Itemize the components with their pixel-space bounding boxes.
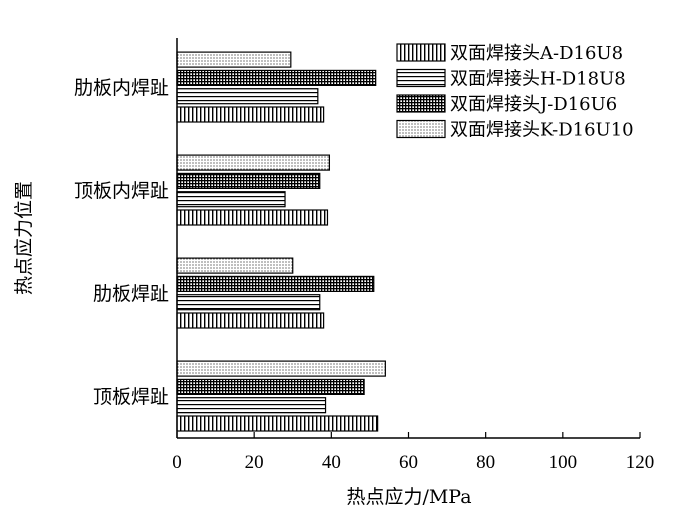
legend-label-2: 双面焊接头J-D16U6 — [450, 94, 617, 115]
bar-0-1 — [176, 312, 325, 329]
x-tick-label-2: 40 — [322, 452, 341, 473]
bars-group — [176, 51, 386, 432]
bar-2-3 — [176, 69, 377, 87]
bar-3-3 — [176, 51, 292, 68]
y-axis-title: 热点应力位置 — [13, 181, 35, 295]
x-tick-label-5: 100 — [549, 452, 578, 473]
legend-label-0: 双面焊接头A-D16U8 — [450, 43, 623, 64]
bar-2-2 — [176, 172, 321, 189]
bar-3-0 — [176, 360, 386, 377]
category-label-1: 肋板焊趾 — [93, 283, 169, 305]
bar-1-0 — [176, 397, 327, 414]
legend-swatch-1 — [396, 68, 446, 88]
x-tick-label-3: 60 — [399, 452, 418, 473]
bar-1-2 — [176, 191, 286, 208]
x-axis-title: 热点应力/MPa — [346, 486, 471, 508]
legend-swatch-0 — [396, 43, 446, 62]
bar-2-1 — [176, 275, 375, 292]
x-tick-label-1: 20 — [245, 452, 264, 473]
category-label-2: 顶板内焊趾 — [74, 180, 169, 202]
x-tick-label-4: 80 — [476, 452, 495, 473]
bar-0-2 — [176, 209, 329, 226]
x-tick-label-6: 120 — [626, 452, 655, 473]
bar-1-1 — [176, 294, 321, 311]
legend-label-3: 双面焊接头K-D16U10 — [450, 120, 634, 141]
legend-swatch-2 — [396, 94, 446, 113]
bar-1-3 — [176, 88, 319, 105]
category-label-3: 肋板内焊趾 — [74, 77, 169, 99]
bar-2-0 — [176, 378, 365, 395]
x-tick-label-0: 0 — [172, 452, 182, 473]
legend-label-1: 双面焊接头H-D18U8 — [450, 69, 626, 90]
category-labels-group: 顶板焊趾 肋板焊趾 顶板内焊趾 肋板内焊趾 — [74, 77, 169, 408]
bar-0-3 — [176, 106, 325, 123]
x-ticks-group: 0 20 40 60 80 100 120 — [172, 432, 654, 473]
bar-3-2 — [176, 154, 331, 171]
bar-3-1 — [176, 257, 294, 274]
bar-0-0 — [176, 415, 379, 432]
legend-swatch-3 — [396, 119, 446, 139]
legend: 双面焊接头A-D16U8 双面焊接头H-D18U8 双面焊接头J-D16U6 双面焊接… — [396, 43, 634, 141]
category-label-0: 顶板焊趾 — [93, 386, 169, 408]
